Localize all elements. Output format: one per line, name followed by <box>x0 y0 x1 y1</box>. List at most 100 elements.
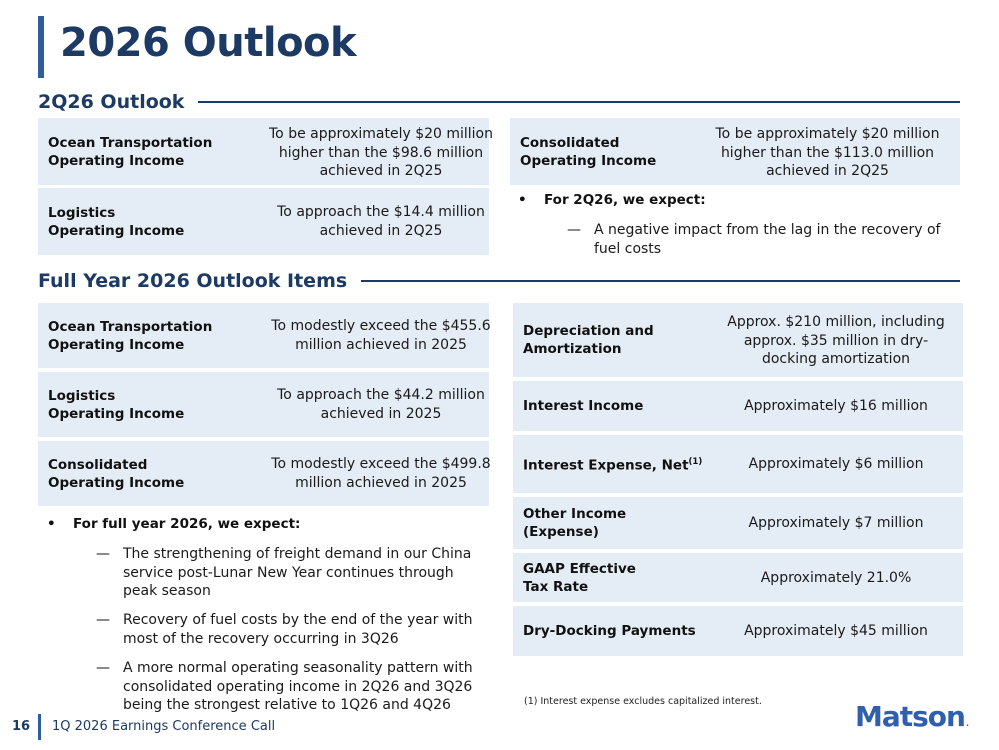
row-label-line: Operating Income <box>48 336 185 353</box>
section-heading-fy-text: Full Year 2026 Outlook Items <box>38 270 348 292</box>
row-label: Interest Income <box>513 397 643 415</box>
footer-text: 1Q 2026 Earnings Conference Call <box>52 719 276 734</box>
row-value: Approximately $16 million <box>718 397 954 416</box>
row-label-line: Dry-Docking Payments <box>523 623 696 639</box>
row-value-line: approx. $35 million in dry- <box>743 332 929 349</box>
row-label-line: (Expense) <box>523 524 599 540</box>
row-label: Logistics Operating Income <box>38 387 184 423</box>
subpoint-text: A negative impact from the lag in the re… <box>594 221 940 258</box>
bullet-text: For 2Q26, we expect: <box>544 192 706 208</box>
outlook-row-consolidated-fy: Consolidated Operating Income To modestl… <box>38 441 491 506</box>
row-value-line: Approximately $16 million <box>744 398 928 414</box>
row-label: Logistics Operating Income <box>38 204 184 240</box>
row-value-line: Approximately 21.0% <box>760 570 912 586</box>
row-value: To modestly exceed the $499.8 million ac… <box>263 455 499 492</box>
row-value-line: achieved in 2Q25 <box>319 163 443 179</box>
row-value: To approach the $14.4 million achieved i… <box>263 203 499 240</box>
row-value: Approximately $45 million <box>718 622 954 641</box>
row-label: Depreciation and Amortization <box>513 322 654 358</box>
outlook-row-interest-income: Interest Income Approximately $16 millio… <box>513 381 963 431</box>
subpoint-line: being the strongest relative to 1Q26 and… <box>123 697 451 713</box>
title-accent-bar <box>38 16 44 78</box>
row-label: Dry-Docking Payments <box>513 622 696 640</box>
row-label: Ocean Transportation Operating Income <box>38 318 212 354</box>
row-value: To approach the $44.2 million achieved i… <box>263 386 499 423</box>
row-label: GAAP Effective Tax Rate <box>513 560 636 596</box>
row-value-line: To modestly exceed the $499.8 <box>271 456 491 472</box>
subpoint-line: A negative impact from the lag in the re… <box>594 222 941 238</box>
row-label-line: Consolidated <box>520 134 620 151</box>
row-value: To be approximately $20 million higher t… <box>263 125 499 181</box>
subpoint-text: The strengthening of freight demand in o… <box>123 545 471 601</box>
section-heading-fy: Full Year 2026 Outlook Items <box>38 270 960 292</box>
row-label-line: Depreciation and <box>523 323 654 339</box>
dash-icon: — <box>567 222 581 238</box>
row-value-line: To approach the $44.2 million <box>277 387 485 403</box>
row-label-line: Logistics <box>48 387 116 404</box>
row-label-line: Operating Income <box>48 222 185 239</box>
dash-icon: — <box>96 612 110 628</box>
row-value: Approximately $7 million <box>718 514 954 533</box>
row-value: Approximately 21.0% <box>718 569 954 588</box>
section-heading-2q26-text: 2Q26 Outlook <box>38 91 185 113</box>
outlook-row-ocean-fy: Ocean Transportation Operating Income To… <box>38 303 491 368</box>
row-label-line: Interest Expense, Net <box>523 457 689 474</box>
row-label-line: GAAP Effective <box>523 560 636 577</box>
subpoint-text: Recovery of fuel costs by the end of the… <box>123 611 472 648</box>
row-label: Other Income (Expense) <box>513 505 626 541</box>
row-label: Ocean Transportation Operating Income <box>38 134 212 170</box>
row-value: To be approximately $20 million higher t… <box>706 125 949 181</box>
outlook-row-dry-docking: Dry-Docking Payments Approximately $45 m… <box>513 606 963 656</box>
row-value: Approx. $210 million, including approx. … <box>718 313 954 369</box>
row-label-line: Ocean Transportation <box>48 134 213 151</box>
row-value-line: To modestly exceed the $455.6 <box>271 318 491 334</box>
row-label-line: Operating Income <box>520 152 657 169</box>
row-label-line: Ocean Transportation <box>48 318 213 335</box>
row-label-line: Tax Rate <box>523 578 589 595</box>
section-divider <box>198 101 960 103</box>
subpoint-line: Recovery of fuel costs by the end of the… <box>123 612 473 628</box>
row-value-line: To be approximately $20 million <box>269 126 493 142</box>
row-label: Consolidated Operating Income <box>38 456 184 492</box>
dash-icon: — <box>96 660 110 676</box>
logo-wordmark: Matson <box>855 700 966 733</box>
matson-logo: Matson. <box>855 700 969 733</box>
row-value: Approximately $6 million <box>718 455 954 474</box>
row-label-line: Operating Income <box>48 405 185 422</box>
bullet-dot-icon: • <box>518 192 527 208</box>
row-label-line: Logistics <box>48 204 116 221</box>
row-label-line: Interest Income <box>523 398 644 414</box>
row-label: Consolidated Operating Income <box>510 134 656 170</box>
bullet-dot-icon: • <box>47 516 56 532</box>
outlook-row-other-income: Other Income (Expense) Approximately $7 … <box>513 497 963 549</box>
footer-divider <box>38 714 41 740</box>
outlook-row-logistics-fy: Logistics Operating Income To approach t… <box>38 372 489 437</box>
row-label-line: Operating Income <box>48 474 185 491</box>
row-value-line: docking amortization <box>761 351 911 367</box>
row-value-line: To approach the $14.4 million <box>277 204 485 220</box>
outlook-row-ocean-2q26: Ocean Transportation Operating Income To… <box>38 118 493 185</box>
row-value-line: million achieved in 2025 <box>295 474 467 491</box>
row-value-line: million achieved in 2025 <box>295 336 467 353</box>
row-label-line: Consolidated <box>48 456 148 473</box>
row-value-line: achieved in 2Q25 <box>766 163 889 179</box>
logo-mark: . <box>965 719 969 728</box>
subpoint-line: The strengthening of freight demand in o… <box>123 546 472 562</box>
section-divider <box>361 280 960 282</box>
row-value-line: higher than the $113.0 million <box>720 144 935 161</box>
row-value-line: achieved in 2025 <box>320 405 442 422</box>
outlook-row-interest-expense: Interest Expense, Net(1) Approximately $… <box>513 435 963 493</box>
subpoint-text: A more normal operating seasonality patt… <box>123 659 473 715</box>
row-label-line: Amortization <box>523 341 622 357</box>
footnote: (1) Interest expense excludes capitalize… <box>524 696 762 707</box>
outlook-row-tax-rate: GAAP Effective Tax Rate Approximately 21… <box>513 553 963 602</box>
row-label-line: Other Income <box>523 506 627 522</box>
row-value-line: To be approximately $20 million <box>715 126 940 142</box>
subpoint-line: peak season <box>123 583 211 599</box>
page-number: 16 <box>12 719 31 734</box>
outlook-row-depreciation: Depreciation and Amortization Approx. $2… <box>513 303 963 377</box>
row-value-line: Approx. $210 million, including <box>727 314 945 330</box>
row-value: To modestly exceed the $455.6 million ac… <box>263 317 499 354</box>
subpoint-line: service post-Lunar New Year continues th… <box>123 564 454 581</box>
footnote-marker: (1) <box>688 457 703 468</box>
